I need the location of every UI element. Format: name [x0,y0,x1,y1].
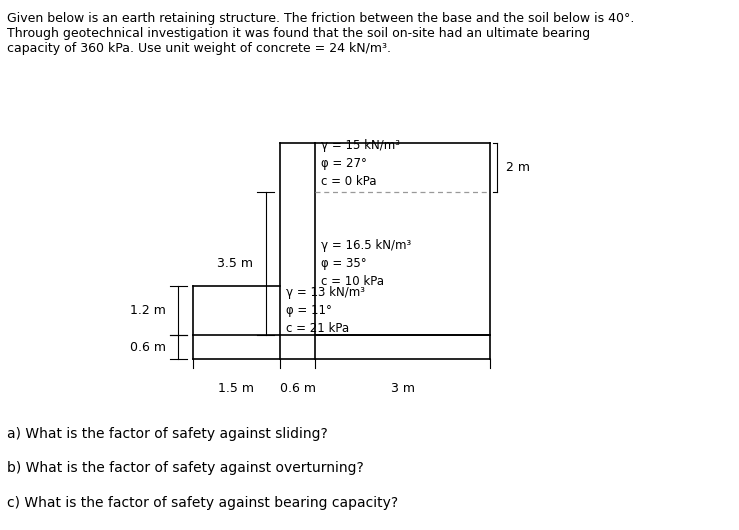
Text: 3.5 m: 3.5 m [217,257,253,270]
Text: Given below is an earth retaining structure. The friction between the base and t: Given below is an earth retaining struct… [7,12,635,55]
Text: c) What is the factor of safety against bearing capacity?: c) What is the factor of safety against … [7,496,398,509]
Text: a) What is the factor of safety against sliding?: a) What is the factor of safety against … [7,427,328,440]
Text: 0.6 m: 0.6 m [129,341,166,354]
Text: 1.2 m: 1.2 m [130,304,166,317]
Text: γ = 16.5 kN/m³
φ = 35°
c = 10 kPa: γ = 16.5 kN/m³ φ = 35° c = 10 kPa [321,239,411,288]
Text: γ = 15 kN/m³
φ = 27°
c = 0 kPa: γ = 15 kN/m³ φ = 27° c = 0 kPa [321,139,400,188]
Text: b) What is the factor of safety against overturning?: b) What is the factor of safety against … [7,461,364,475]
Text: 1.5 m: 1.5 m [219,382,254,395]
Text: 2 m: 2 m [506,161,530,174]
Text: 3 m: 3 m [391,382,415,395]
Text: γ = 13 kN/m³
φ = 11°
c = 21 kPa: γ = 13 kN/m³ φ = 11° c = 21 kPa [286,286,365,335]
Text: 0.6 m: 0.6 m [280,382,316,395]
